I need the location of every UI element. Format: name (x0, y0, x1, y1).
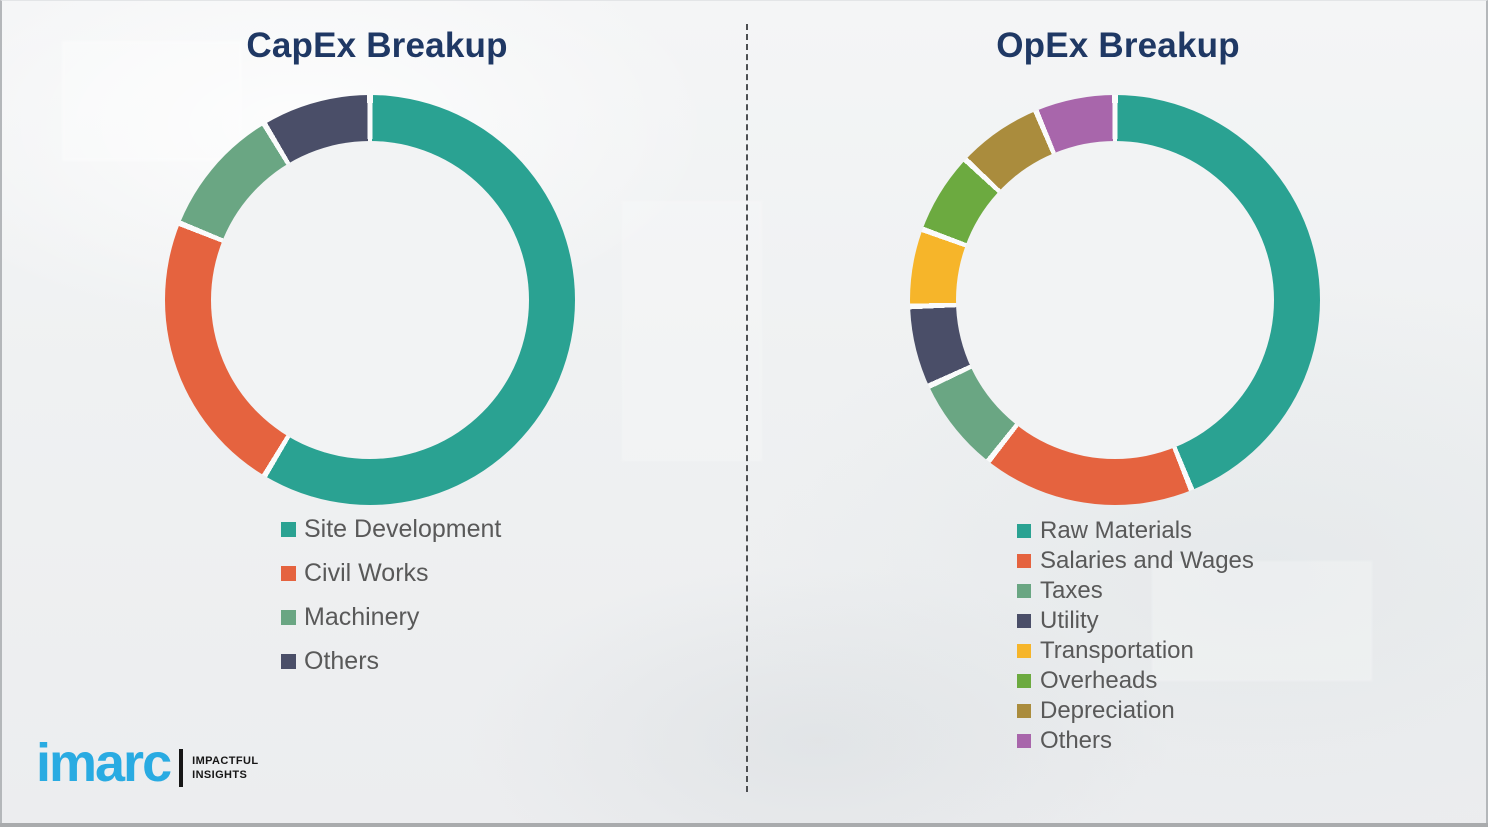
legend-item: Others (281, 639, 501, 683)
capex-chart-title: CapEx Breakup (246, 26, 508, 65)
opex-donut-hole (956, 141, 1274, 459)
legend-item: Site Development (281, 507, 501, 551)
legend-label: Raw Materials (1040, 517, 1193, 544)
logo-divider-bar (179, 749, 184, 787)
background-texture (622, 201, 762, 461)
legend-item: Salaries and Wages (1017, 546, 1254, 576)
legend-marker (1017, 614, 1031, 628)
legend-item: Others (1017, 726, 1254, 756)
capex-donut-hole (211, 141, 529, 459)
legend-label: Taxes (1040, 577, 1103, 604)
legend-label: Others (1040, 727, 1113, 754)
legend-label: Site Development (304, 514, 502, 543)
legend-label: Salaries and Wages (1040, 547, 1254, 574)
legend-label: Machinery (304, 602, 420, 631)
legend-marker (1017, 524, 1031, 538)
capex-donut-chart (165, 95, 575, 505)
legend-marker (1017, 584, 1031, 598)
legend-marker (1017, 554, 1031, 568)
background-texture (62, 41, 242, 161)
legend-item: Taxes (1017, 576, 1254, 606)
imarc-logo: imarc IMPACTFUL INSIGHTS (36, 736, 258, 790)
legend-marker (1017, 734, 1031, 748)
legend-label: Utility (1040, 607, 1099, 634)
legend-item: Depreciation (1017, 696, 1254, 726)
legend-item: Transportation (1017, 636, 1254, 666)
legend-label: Overheads (1040, 667, 1158, 694)
legend-marker (281, 653, 296, 669)
opex-chart-title: OpEx Breakup (996, 26, 1240, 65)
bottom-border-bar (0, 823, 1488, 827)
legend-label: Civil Works (304, 558, 429, 587)
legend-marker (281, 565, 296, 581)
legend-label: Transportation (1040, 637, 1194, 664)
legend-marker (1017, 674, 1031, 688)
logo-tagline-line1: IMPACTFUL (192, 754, 259, 767)
legend-marker (281, 521, 296, 537)
legend-item: Overheads (1017, 666, 1254, 696)
legend-item: Utility (1017, 606, 1254, 636)
legend-item: Machinery (281, 595, 501, 639)
opex-legend: Raw Materials Salaries and Wages Taxes Util… (1017, 516, 1254, 756)
legend-marker (1017, 704, 1031, 718)
legend-label: Depreciation (1040, 697, 1175, 724)
legend-item: Civil Works (281, 551, 501, 595)
capex-legend: Site Development Civil Works Machinery Othe… (281, 507, 501, 683)
opex-donut-chart (910, 95, 1320, 505)
vertical-dashed-divider (746, 24, 748, 792)
legend-label: Others (304, 646, 380, 675)
imarc-logo-wordmark: imarc (36, 733, 172, 793)
logo-tagline-line2: INSIGHTS (192, 769, 248, 781)
logo-tagline: IMPACTFUL INSIGHTS (192, 754, 258, 783)
legend-marker (281, 609, 296, 625)
legend-item: Raw Materials (1017, 516, 1254, 546)
legend-marker (1017, 644, 1031, 658)
background-texture (1152, 561, 1372, 681)
